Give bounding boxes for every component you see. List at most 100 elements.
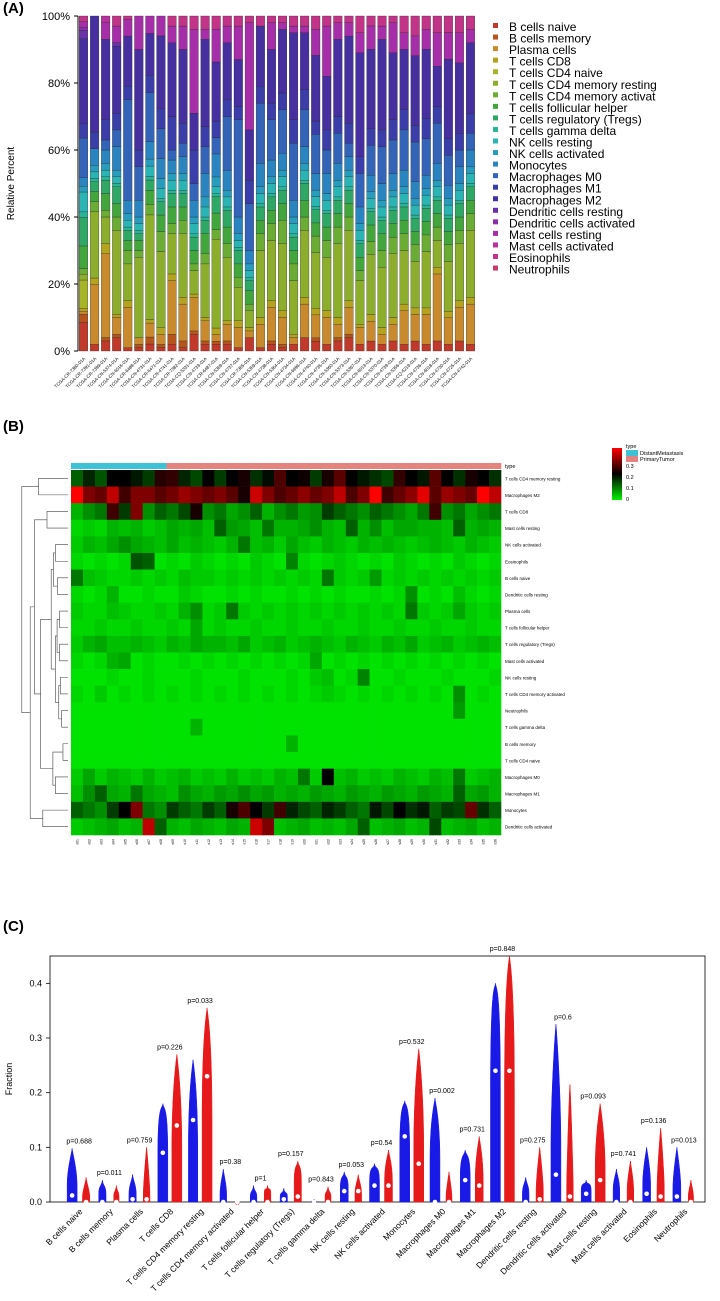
heatmap-cell — [381, 586, 394, 604]
annotation-cell — [154, 463, 167, 469]
heatmap-cell — [465, 801, 478, 819]
bar-segment — [410, 15, 420, 37]
legend-swatch — [493, 138, 498, 144]
bar-segment — [134, 337, 144, 345]
bar-segment — [189, 293, 199, 298]
legend-swatch — [493, 254, 498, 259]
heatmap-cell — [357, 586, 370, 604]
panel-a-label: (A) — [3, 0, 24, 17]
heatmap-cell — [142, 718, 155, 736]
bar-segment — [399, 310, 409, 345]
bar-segment — [421, 208, 431, 222]
heatmap-cell — [166, 785, 179, 803]
bar-segment — [222, 196, 232, 208]
bar-segment — [432, 273, 442, 342]
annotation-legend-swatch — [626, 456, 638, 462]
heatmap-cell — [154, 652, 167, 670]
heatmap-cell — [453, 718, 466, 736]
heatmap-cell — [178, 785, 191, 803]
bar-segment — [311, 314, 321, 339]
heatmap-cell — [333, 652, 347, 670]
bar-segment — [300, 25, 310, 33]
bar-segment — [178, 193, 188, 208]
bar-segment — [278, 153, 287, 171]
heatmap-cell — [178, 652, 191, 670]
bar-segment — [134, 250, 144, 258]
heatmap-cell — [94, 801, 108, 819]
heatmap-cell — [429, 486, 442, 504]
heatmap-cell — [297, 718, 311, 736]
bar-segment — [222, 226, 232, 244]
y-tick-label: 0.3 — [29, 1033, 42, 1043]
bar-segment — [123, 35, 133, 87]
bar-segment — [145, 322, 155, 338]
bar-segment — [222, 257, 232, 322]
bar-segment — [388, 190, 398, 198]
bar-segment — [178, 347, 188, 352]
heatmap-cell — [345, 619, 358, 637]
annotation-cell — [309, 463, 323, 469]
bar-segment — [90, 191, 100, 202]
bar-segment — [255, 317, 265, 325]
heatmap-cell — [226, 569, 239, 587]
heatmap-cell — [477, 503, 490, 521]
row-label: T cells regulatory (Tregs) — [505, 642, 555, 647]
heatmap-cell — [309, 602, 323, 620]
bar-segment — [333, 213, 343, 228]
p-value-label: p=0.843 — [308, 1177, 334, 1184]
heatmap-cell — [489, 752, 502, 769]
bar-segment — [289, 143, 299, 201]
dendrogram-branch — [55, 776, 68, 794]
row-label: Mast cells resting — [505, 526, 540, 531]
heatmap-cell — [453, 569, 466, 587]
bar-segment — [344, 169, 354, 177]
bar-segment — [233, 216, 243, 234]
heatmap-cell — [345, 768, 358, 786]
heatmap-cell — [309, 735, 323, 753]
bar-segment — [355, 243, 365, 258]
annotation-cell — [417, 463, 430, 469]
heatmap-cell — [429, 818, 442, 836]
bar-segment — [244, 179, 254, 204]
bar-segment — [112, 146, 122, 171]
heatmap-cell — [142, 569, 155, 587]
heatmap-cell — [477, 768, 490, 786]
bar-segment — [466, 133, 475, 151]
heatmap-cell — [465, 669, 478, 686]
median-point — [83, 1199, 89, 1205]
bar-segment — [267, 15, 276, 23]
heatmap-cell — [154, 801, 167, 819]
bar-segment — [255, 324, 265, 348]
heatmap-cell — [333, 669, 347, 686]
annotation-legend-label: PrimaryTumor — [640, 457, 675, 463]
legend-label: T cells CD8 — [509, 55, 571, 69]
bar-segment — [134, 240, 144, 251]
heatmap-cell — [369, 752, 382, 769]
heatmap-cell — [238, 519, 251, 537]
heatmap-cell — [381, 552, 394, 570]
heatmap-cell — [178, 635, 191, 653]
heatmap-cell — [106, 669, 120, 686]
bar-segment — [178, 233, 188, 298]
bar-segment — [432, 15, 442, 33]
heatmap-cell — [142, 735, 155, 753]
heatmap-cell — [178, 768, 191, 786]
heatmap-cell — [417, 718, 430, 736]
median-point — [69, 1193, 75, 1198]
heatmap-cell — [333, 801, 347, 819]
bar-segment — [466, 42, 475, 114]
bar-segment — [134, 149, 144, 167]
bar-segment — [200, 173, 210, 198]
bar-segment — [90, 171, 100, 179]
heatmap-cell — [297, 768, 311, 786]
heatmap-cell — [429, 619, 442, 637]
bar-segment — [211, 120, 221, 138]
heatmap-cell — [166, 519, 179, 537]
heatmap-cell — [166, 718, 179, 736]
bar-segment — [366, 25, 376, 50]
heatmap-cell — [333, 752, 347, 769]
bar-segment — [156, 251, 166, 328]
column-label: s24 — [350, 839, 354, 845]
heatmap-cell — [297, 586, 311, 604]
legend-label: Macrophages M0 — [509, 170, 602, 184]
